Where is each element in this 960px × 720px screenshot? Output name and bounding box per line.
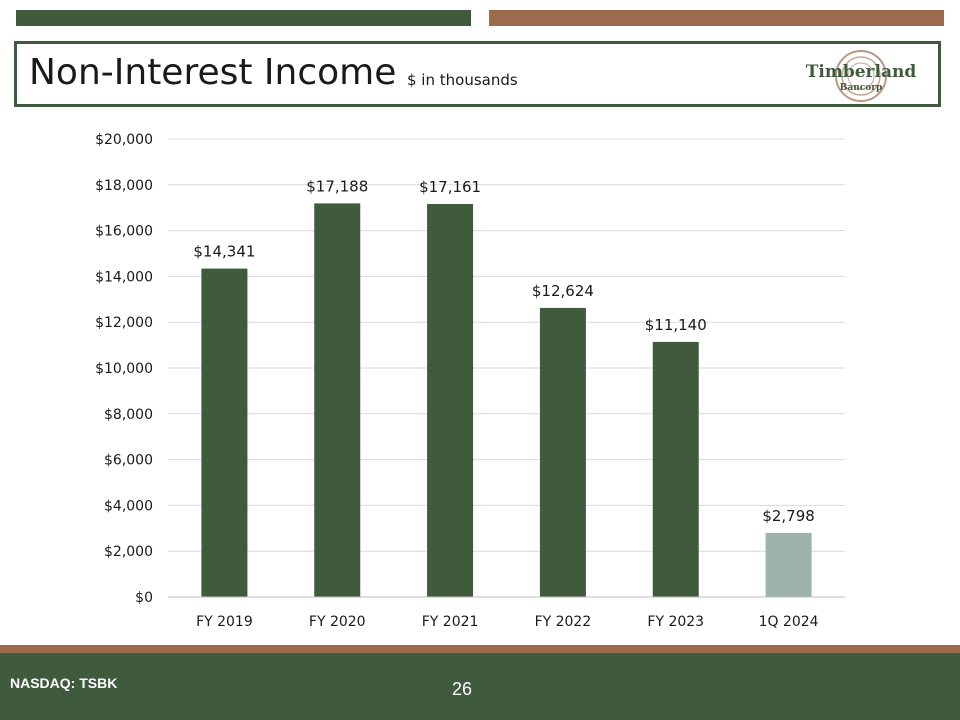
title-box: Non-Interest Income $ in thousands Timbe…	[14, 41, 941, 107]
y-tick-label: $12,000	[95, 315, 153, 331]
bar	[652, 341, 699, 597]
data-label: $11,140	[645, 316, 707, 334]
y-tick-label: $10,000	[95, 361, 153, 377]
page-title: Non-Interest Income	[29, 52, 397, 93]
y-tick-label: $2,000	[104, 544, 153, 560]
bar	[539, 307, 586, 597]
bar-chart: $0 $2,000 $4,000 $6,000 $8,000 $10,000 $12,000…	[95, 132, 845, 630]
x-tick-label: FY 2021	[422, 614, 479, 630]
y-tick-label: $6,000	[104, 453, 153, 469]
logo-name: Timberland	[805, 62, 917, 82]
bar	[427, 204, 474, 597]
data-label: $17,188	[306, 177, 368, 195]
footer-accent-bar	[0, 645, 960, 653]
logo-subname: Bancorp	[839, 83, 883, 93]
footer-bar	[0, 653, 960, 720]
footer-ticker: NASDAQ: TSBK	[10, 675, 118, 691]
y-tick-label: $20,000	[95, 132, 153, 148]
bar	[201, 268, 248, 597]
page-subtitle: $ in thousands	[407, 71, 518, 89]
x-tick-label: FY 2022	[535, 614, 592, 630]
y-tick-label: $4,000	[104, 498, 153, 514]
y-tick-label: $0	[135, 590, 153, 606]
y-tick-label: $14,000	[95, 269, 153, 285]
data-label: $12,624	[532, 282, 594, 300]
data-label: $14,341	[193, 243, 255, 261]
x-tick-label: 1Q 2024	[759, 614, 819, 630]
x-tick-label: FY 2023	[647, 614, 704, 630]
data-label: $2,798	[762, 507, 815, 525]
x-tick-label: FY 2019	[196, 614, 253, 630]
x-tick-label: FY 2020	[309, 614, 366, 630]
timberland-logo: Timberland Bancorp	[801, 46, 921, 104]
data-label: $17,161	[419, 178, 481, 196]
bar	[765, 532, 812, 597]
top-accent-bar-brown	[489, 10, 944, 26]
page-number: 26	[452, 679, 473, 699]
top-accent-bar-green	[16, 10, 471, 26]
tree-rings-icon	[835, 50, 887, 102]
y-tick-label: $18,000	[95, 178, 153, 194]
y-tick-label: $16,000	[95, 224, 153, 240]
bar	[314, 203, 361, 597]
y-tick-label: $8,000	[104, 407, 153, 423]
